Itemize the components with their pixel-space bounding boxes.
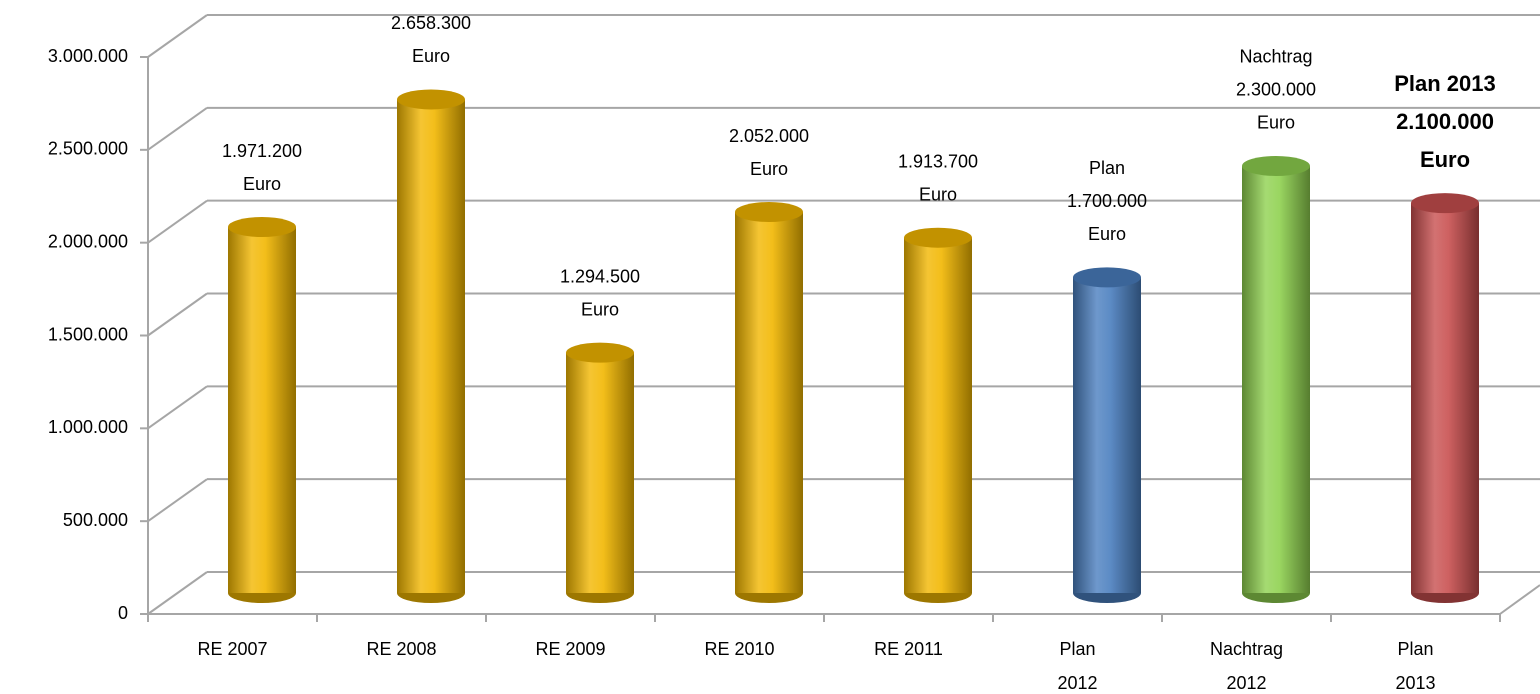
- value-label: Euro: [919, 184, 957, 204]
- grid-diagonal: [147, 478, 208, 522]
- bar-top: [228, 217, 296, 238]
- bar: [735, 212, 803, 593]
- bar: [397, 99, 465, 594]
- value-label: 2.100.000: [1396, 109, 1494, 134]
- bar: [228, 227, 296, 594]
- bar: [1073, 277, 1141, 593]
- x-tick-label: RE 2010: [704, 639, 774, 659]
- y-tick-label: 2.500.000: [48, 139, 128, 159]
- value-label: 1.913.700: [898, 151, 978, 171]
- floor-edge: [1499, 584, 1540, 615]
- x-tick-label: Nachtrag: [1210, 639, 1283, 659]
- bar-top: [1073, 267, 1141, 288]
- x-tick-label: Plan: [1059, 639, 1095, 659]
- bar: [1242, 165, 1310, 593]
- grid-diagonal: [147, 107, 208, 151]
- bar-top: [566, 342, 634, 363]
- value-label: Euro: [412, 46, 450, 66]
- value-label: 2.052.000: [729, 126, 809, 146]
- value-label: 1.294.500: [560, 266, 640, 286]
- value-label: Euro: [581, 299, 619, 319]
- bar-top: [397, 89, 465, 110]
- bar-top: [1411, 193, 1479, 214]
- y-tick-label: 1.500.000: [48, 324, 128, 344]
- y-tick-label: 500.000: [63, 510, 128, 530]
- bar-top: [904, 227, 972, 248]
- x-tick-label: RE 2008: [366, 639, 436, 659]
- bar-top: [735, 202, 803, 223]
- value-label: Euro: [1257, 113, 1295, 133]
- grid-diagonal: [147, 199, 208, 244]
- y-tick-label: 1.000.000: [48, 417, 128, 437]
- bar: [1411, 203, 1479, 593]
- y-tick-label: 2.000.000: [48, 231, 128, 251]
- value-label: 1.971.200: [222, 141, 302, 161]
- bar: [904, 237, 972, 593]
- x-tick-label: 2012: [1057, 673, 1097, 693]
- grid-diagonal: [147, 292, 208, 337]
- x-tick-label: 2012: [1226, 673, 1266, 693]
- value-label: Euro: [750, 159, 788, 179]
- value-label: 2.658.300: [391, 13, 471, 33]
- x-tick-label: RE 2011: [874, 639, 943, 659]
- y-tick-label: 3.000.000: [48, 46, 128, 66]
- value-label: 1.700.000: [1067, 191, 1147, 211]
- bar: [566, 352, 634, 593]
- grid-diagonal: [147, 571, 208, 615]
- value-label: Plan 2013: [1394, 71, 1496, 96]
- x-tick-label: RE 2007: [197, 639, 267, 659]
- x-tick-label: 2013: [1395, 673, 1435, 693]
- bar-top: [1242, 155, 1310, 176]
- value-label: Plan: [1089, 158, 1125, 178]
- value-label: Nachtrag: [1239, 47, 1312, 67]
- x-tick-label: RE 2009: [535, 639, 605, 659]
- x-tick-label: Plan: [1397, 639, 1433, 659]
- value-label: Euro: [243, 174, 281, 194]
- value-label: 2.300.000: [1236, 80, 1316, 100]
- y-tick-label: 0: [118, 603, 128, 623]
- grid-diagonal: [147, 385, 208, 430]
- value-label: Euro: [1420, 147, 1470, 172]
- value-label: Euro: [1088, 224, 1126, 244]
- grid-diagonal: [147, 14, 208, 58]
